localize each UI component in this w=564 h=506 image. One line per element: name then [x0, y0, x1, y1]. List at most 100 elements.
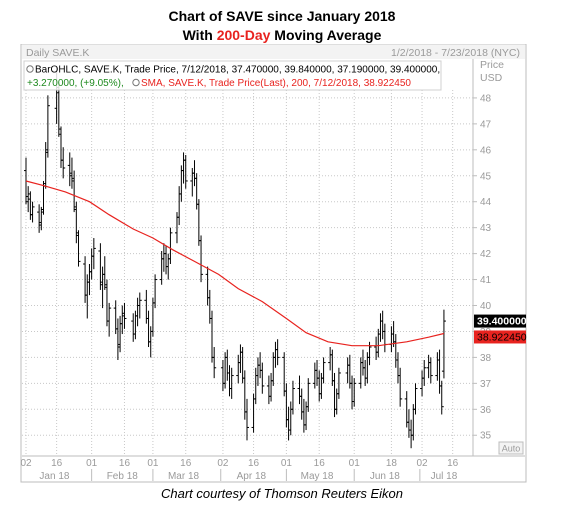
x-tick-label: 01	[349, 458, 361, 469]
ohlc-bar	[275, 339, 280, 366]
month-label: Jul 18	[431, 471, 458, 482]
month-label: Apr 18	[237, 471, 267, 482]
x-tick-label: 01	[86, 458, 98, 469]
ohlc-bar	[290, 380, 295, 415]
x-tick-label: 16	[119, 458, 131, 469]
x-tick-label: 02	[416, 458, 428, 469]
panel-header	[22, 45, 525, 59]
x-tick-label: 18	[386, 458, 398, 469]
price-axis-label: Price	[480, 59, 504, 71]
chart-caption: Chart courtesy of Thomson Reuters Eikon	[160, 486, 404, 501]
y-tick-label: 35	[480, 431, 492, 442]
legend-change: +3.270000, (+9.05%),	[27, 78, 124, 89]
x-tick-label: 16	[51, 458, 63, 469]
ohlc-bar	[321, 357, 326, 384]
y-tick-label: 43	[480, 223, 492, 234]
y-tick-label: 45	[480, 171, 492, 182]
sma-200-line	[25, 180, 445, 347]
ohlc-bar	[199, 235, 204, 283]
plot-area	[22, 59, 473, 456]
y-tick-label: 37	[480, 379, 492, 390]
currency-axis-label: USD	[480, 72, 503, 84]
ohlc-bar	[137, 292, 142, 319]
x-tick-label: 16	[314, 458, 326, 469]
sma-price-value: 38.922450	[477, 331, 527, 343]
y-tick-label: 47	[480, 119, 492, 130]
ohlc-bar	[153, 274, 158, 309]
last-price-tag	[474, 314, 526, 328]
panel-date-range: 1/2/2018 - 7/23/2018 (NYC)	[391, 47, 520, 59]
ohlc-bar	[229, 367, 234, 399]
x-tick-labels: 02 16 01 16 01 16 02 16 01 16 01 18 02 16	[20, 458, 458, 469]
x-tick-label: 01	[281, 458, 293, 469]
y-tick-label: 44	[480, 197, 492, 208]
ohlc-bar	[107, 302, 112, 337]
ohlc-bar	[441, 309, 446, 379]
month-label: Jun 18	[370, 471, 400, 482]
ohlc-bar	[24, 157, 28, 205]
ohlc-bar	[115, 318, 120, 360]
ohlc-bar	[98, 243, 103, 290]
ohlc-bar	[43, 142, 48, 189]
month-label: May 18	[301, 471, 334, 482]
chart-title: Chart of SAVE since January 2018	[168, 8, 396, 24]
ohlc-bar	[120, 305, 125, 335]
ohlc-bar	[61, 147, 66, 179]
sma-price-tag	[474, 330, 526, 344]
ohlc-bar	[45, 95, 50, 158]
ohlc-bar	[439, 380, 444, 415]
ohlc-bar	[398, 367, 403, 407]
legend-box	[23, 60, 442, 91]
legend-sma-icon	[132, 78, 140, 87]
month-labels: Jan 18 Feb 18 Mar 18 Apr 18 May 18 Jun 18 Jul …	[39, 469, 458, 482]
ohlc-bar	[422, 359, 427, 386]
ohlc-bar	[56, 82, 61, 137]
auto-scale-label: Auto	[502, 444, 521, 454]
y-tick-label: 41	[480, 275, 492, 286]
x-tick-label: 01	[147, 458, 159, 469]
ohlc-bar	[212, 347, 217, 379]
x-tick-label: 16	[180, 458, 192, 469]
ohlc-bar	[102, 256, 107, 290]
month-label: Feb 18	[107, 471, 139, 482]
ohlc-bar	[37, 204, 42, 233]
ohlc-bar	[336, 367, 341, 399]
auto-scale-button[interactable]	[498, 441, 524, 455]
ohlc-bar	[67, 152, 72, 187]
panel-name: Daily SAVE.K	[26, 47, 89, 59]
y-tick-label: 36	[480, 405, 492, 416]
ohlc-bar	[245, 398, 249, 441]
subtitle-accent: 200-Day	[216, 27, 271, 43]
ohlc-bar	[39, 206, 44, 231]
ohlc-bar	[352, 378, 357, 407]
legend-bar-line: BarOHLC, SAVE.K, Trade Price, 7/12/2018,…	[35, 65, 440, 76]
y-tick-label: 42	[480, 249, 492, 260]
x-tick-label: 02	[217, 458, 229, 469]
y-tick-label: 48	[480, 93, 492, 104]
ohlc-bar	[76, 230, 81, 267]
y-tick-label: 38	[480, 353, 492, 364]
price-chart: Daily SAVE.K 1/2/2018 - 7/23/2018 (NYC) …	[20, 44, 527, 483]
ohlc-bar	[91, 238, 96, 270]
legend-sma-line: SMA, SAVE.K, Trade Price(Last), 200, 7/1…	[141, 78, 411, 89]
ohlc-bar	[413, 383, 418, 415]
subtitle-prefix: With	[182, 27, 217, 43]
subtitle-suffix: Moving Average	[270, 27, 382, 43]
ohlc-bar	[30, 201, 35, 223]
ohlc-bar	[183, 155, 188, 189]
y-tick-label: 40	[480, 301, 492, 312]
month-label: Jan 18	[39, 471, 69, 482]
ohlc-bar	[306, 378, 311, 412]
ohlc-bar	[74, 201, 79, 244]
last-price-value: 39.400000	[477, 316, 527, 328]
ohlc-bar	[168, 227, 173, 264]
ohlc-bar	[428, 357, 433, 384]
y-tick-label: 46	[480, 145, 492, 156]
ohlc-bar	[69, 157, 74, 189]
ohlc-bar	[26, 186, 31, 213]
month-label: Mar 18	[168, 471, 200, 482]
ohlc-bar	[72, 170, 77, 213]
ohlc-bars	[24, 66, 446, 449]
legend-bar-icon	[26, 65, 34, 73]
chart-subtitle: With 200-Day Moving Average	[0, 27, 564, 43]
